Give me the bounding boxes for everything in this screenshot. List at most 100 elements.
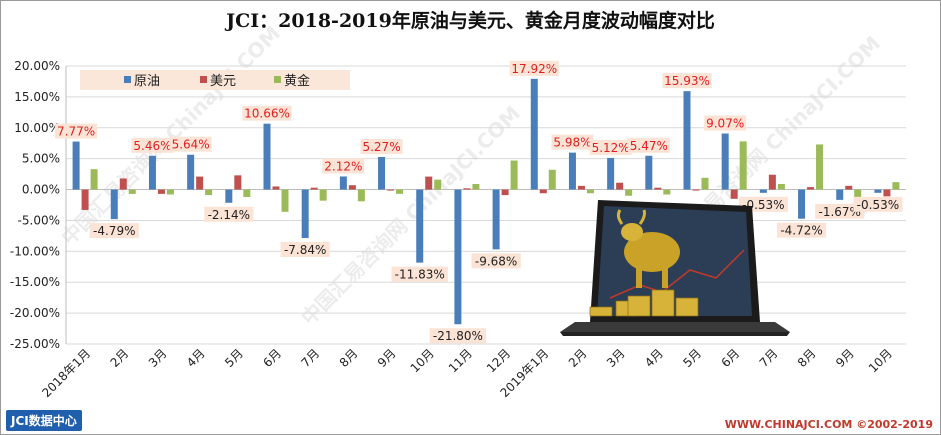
crude-bar bbox=[301, 189, 309, 238]
data-label-text: 10.66% bbox=[244, 107, 290, 121]
data-label: 15.93% bbox=[662, 73, 712, 89]
data-label-text: 2.12% bbox=[324, 159, 362, 173]
usd-bar bbox=[234, 175, 242, 190]
y-tick-label: 0.00% bbox=[22, 183, 60, 197]
crude-bar bbox=[836, 189, 844, 200]
data-label: 17.92% bbox=[509, 60, 559, 76]
usd-bar bbox=[845, 185, 853, 190]
x-tick-label: 7月 bbox=[299, 346, 323, 370]
usd-bar bbox=[768, 174, 776, 190]
x-tick-label: 8月 bbox=[337, 346, 361, 370]
data-label-background bbox=[853, 196, 903, 212]
y-tick-label: -20.00% bbox=[10, 306, 60, 320]
site-url: WWW.CHINAJCI.COM ©2002-2019 bbox=[724, 418, 933, 431]
gold-bar bbox=[892, 182, 900, 190]
data-label: 5.46% bbox=[131, 137, 174, 153]
gold-bar bbox=[166, 189, 174, 195]
y-tick-label: -15.00% bbox=[10, 275, 60, 289]
gold-bar bbox=[396, 189, 404, 194]
gold-bar bbox=[281, 189, 289, 212]
crude-bar bbox=[225, 189, 233, 203]
usd-bar bbox=[272, 186, 280, 190]
data-label-background bbox=[589, 139, 632, 155]
data-label: -21.80% bbox=[429, 328, 487, 344]
data-label-text: -7.84% bbox=[284, 243, 326, 257]
crude-bar bbox=[798, 189, 806, 219]
legend: 原油 美元 黄金 bbox=[80, 70, 350, 90]
gold-bar bbox=[472, 183, 480, 190]
data-label-text: 5.46% bbox=[133, 139, 171, 153]
gold-bar bbox=[854, 189, 862, 204]
crude-bar bbox=[721, 133, 729, 190]
data-label-background bbox=[89, 223, 139, 239]
x-tick-label: 5月 bbox=[680, 346, 704, 370]
x-tick-label: 10月 bbox=[866, 346, 895, 375]
crude-bar bbox=[645, 155, 653, 190]
data-label-background bbox=[551, 134, 594, 150]
usd-bar bbox=[730, 189, 738, 199]
data-label-background bbox=[704, 115, 747, 131]
data-label-text: -21.80% bbox=[433, 329, 483, 343]
crude-bar bbox=[759, 189, 767, 193]
data-label-text: -4.72% bbox=[780, 224, 822, 238]
data-label-text: 7.77% bbox=[57, 125, 95, 139]
x-tick-label: 5月 bbox=[222, 346, 246, 370]
data-label: -9.68% bbox=[471, 253, 521, 269]
brand-badge: JCI数据中心 bbox=[6, 410, 82, 431]
data-label-background bbox=[776, 222, 827, 238]
x-tick-label: 6月 bbox=[260, 346, 284, 370]
data-label: 10.66% bbox=[242, 105, 292, 121]
gold-bar bbox=[357, 189, 365, 202]
data-label: -1.67% bbox=[815, 203, 865, 219]
gold-bar bbox=[434, 179, 442, 190]
y-tick-label: 5.00% bbox=[22, 152, 60, 166]
x-tick-label: 4月 bbox=[184, 346, 208, 370]
bars: 7.77% -4.79% 5.46% 5.64% -2.14% 10.66% -7.84% 2… bbox=[55, 60, 903, 344]
usd-bar bbox=[81, 189, 89, 210]
x-tick-label: 8月 bbox=[795, 346, 819, 370]
gold-bar bbox=[243, 189, 251, 197]
crude-bar bbox=[874, 189, 882, 193]
gold-bar bbox=[625, 189, 633, 196]
data-label: 2.12% bbox=[322, 158, 365, 174]
x-tick-label: 2月 bbox=[566, 346, 590, 370]
usd-bar bbox=[807, 187, 815, 190]
x-tick-label: 10月 bbox=[408, 346, 437, 375]
gold-bar bbox=[548, 169, 556, 190]
usd-bar bbox=[348, 185, 356, 190]
data-label-text: -9.68% bbox=[475, 254, 517, 268]
data-label-background bbox=[360, 138, 403, 154]
crude-bar bbox=[339, 176, 347, 190]
gold-bar bbox=[701, 177, 709, 190]
data-label: 7.77% bbox=[55, 123, 98, 139]
data-label-text: 5.12% bbox=[592, 141, 630, 155]
x-tick-label: 4月 bbox=[642, 346, 666, 370]
data-label-background bbox=[204, 206, 254, 222]
x-tick-label: 3月 bbox=[146, 346, 170, 370]
y-tick-label: 15.00% bbox=[14, 90, 60, 104]
usd-bar bbox=[310, 187, 318, 190]
data-label-background bbox=[55, 123, 98, 139]
data-label-background bbox=[131, 137, 174, 153]
legend-swatch-crude bbox=[124, 76, 131, 83]
data-label-background bbox=[662, 73, 712, 89]
x-tick-label: 12月 bbox=[484, 346, 513, 375]
x-tick-label: 11月 bbox=[446, 346, 475, 375]
data-label-text: -1.67% bbox=[819, 205, 861, 219]
usd-bar bbox=[577, 185, 585, 190]
usd-bar bbox=[616, 182, 624, 190]
x-tick-label: 9月 bbox=[833, 346, 857, 370]
data-label-text: -4.79% bbox=[93, 224, 135, 238]
data-label-text: -0.53% bbox=[857, 198, 899, 212]
data-label-background bbox=[242, 105, 292, 121]
usd-bar bbox=[692, 189, 700, 191]
gold-bar bbox=[319, 189, 327, 201]
legend-background bbox=[80, 70, 350, 90]
usd-bar bbox=[654, 187, 662, 190]
legend-label-usd: 美元 bbox=[210, 74, 236, 89]
gold-bar bbox=[663, 189, 671, 195]
usd-bar bbox=[501, 189, 509, 196]
data-label-background bbox=[471, 253, 521, 269]
